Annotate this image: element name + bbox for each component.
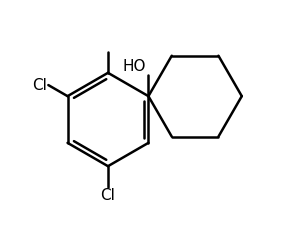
Text: Cl: Cl	[100, 188, 116, 203]
Text: HO: HO	[123, 59, 146, 74]
Text: Cl: Cl	[32, 78, 47, 92]
